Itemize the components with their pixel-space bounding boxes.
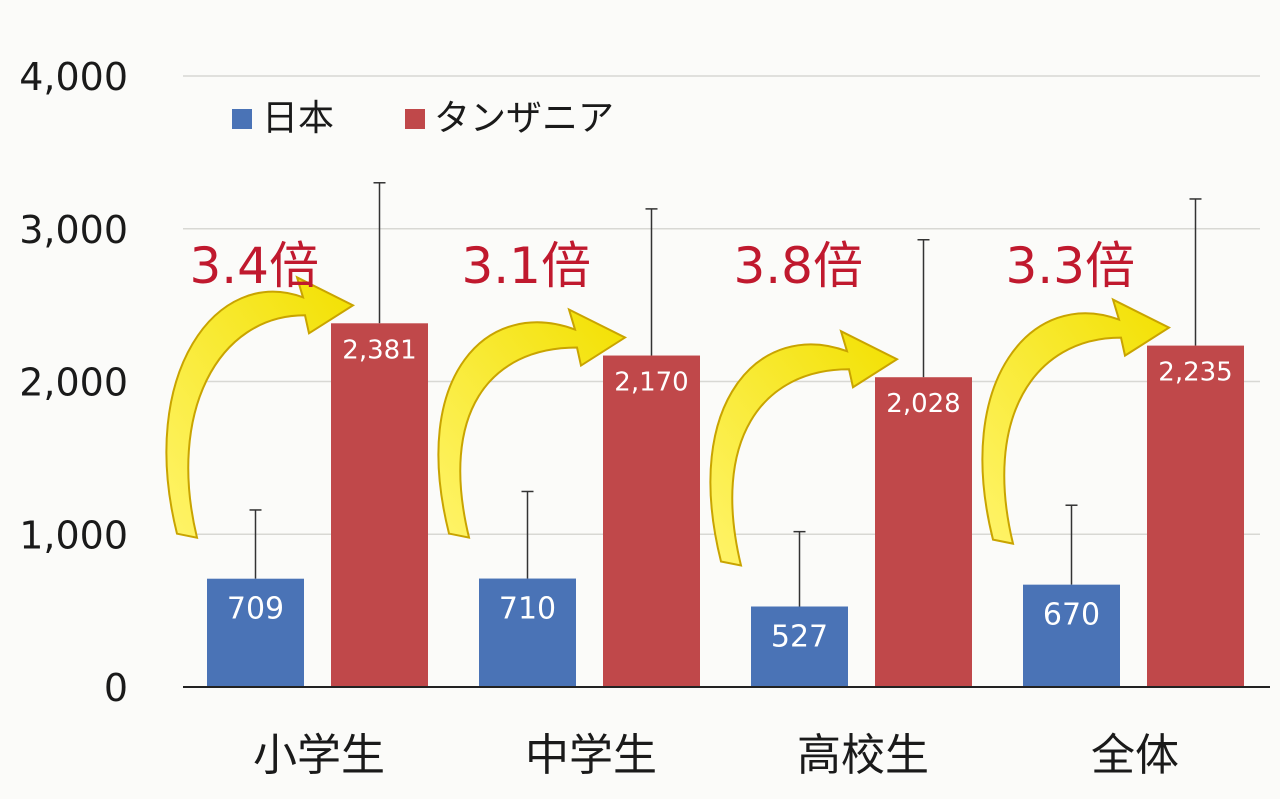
bar-tanzania (875, 377, 972, 687)
data-label: 2,028 (886, 389, 960, 419)
ratio-label: 3.8倍 (733, 237, 863, 295)
y-axis: 0 1,000 2,000 3,000 4,000 (19, 55, 128, 710)
ratio-label: 3.3倍 (1005, 237, 1135, 295)
data-label: 2,170 (614, 368, 688, 398)
legend-label-tanzania: タンザニア (434, 98, 614, 139)
ratio-arrow (165, 275, 356, 539)
x-tick-label: 小学生 (253, 730, 385, 781)
data-label: 709 (227, 592, 284, 627)
ratio-arrow (437, 307, 628, 539)
bar-japan (207, 578, 304, 687)
x-tick-label: 全体 (1091, 730, 1179, 781)
legend: 日本 タンザニア (232, 98, 614, 139)
x-axis: 小学生 中学生 高校生 全体 (183, 686, 1270, 781)
y-tick-label: 0 (104, 666, 128, 710)
legend-label-japan: 日本 (262, 98, 334, 139)
bar-japan (1023, 584, 1120, 687)
bars (207, 182, 1244, 687)
data-label: 670 (1043, 598, 1100, 633)
ratio-arrow (981, 297, 1172, 545)
legend-swatch-tanzania (405, 109, 425, 129)
data-label: 2,381 (342, 335, 416, 365)
bar-tanzania (1147, 345, 1244, 687)
data-label: 2,235 (1158, 358, 1232, 388)
ratio-arrow (709, 329, 900, 567)
bar-japan (479, 578, 576, 687)
data-label: 527 (771, 620, 828, 655)
bar-tanzania (603, 355, 700, 687)
x-tick-label: 高校生 (797, 730, 929, 781)
y-tick-label: 2,000 (19, 361, 128, 405)
bar-japan (751, 606, 848, 687)
bar-tanzania (331, 323, 428, 687)
data-label: 710 (499, 592, 556, 627)
ratio-label: 3.1倍 (461, 237, 591, 295)
labels: 709 2,381 3.4倍 710 2,170 3.1倍 527 2,028 3.8倍 670 2… (189, 237, 1232, 655)
y-tick-label: 3,000 (19, 208, 128, 252)
y-tick-label: 1,000 (19, 513, 128, 557)
ratio-label: 3.4倍 (189, 237, 319, 295)
y-tick-label: 4,000 (19, 55, 128, 99)
legend-swatch-japan (232, 109, 252, 129)
ratio-arrows (165, 275, 1172, 567)
x-tick-label: 中学生 (525, 730, 657, 781)
